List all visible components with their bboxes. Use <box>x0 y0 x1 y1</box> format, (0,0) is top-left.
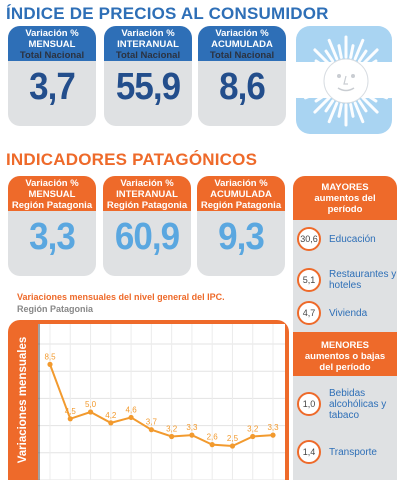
data-label: 3,3 <box>267 423 279 432</box>
national-card-header: Variación % INTERANUAL Total Nacional <box>104 26 192 61</box>
chart-title: Variaciones mensuales del nivel general … <box>17 292 225 302</box>
national-card-header: Variación % MENSUAL Total Nacional <box>8 26 96 61</box>
data-label: 3,3 <box>186 423 198 432</box>
chart-plot-area: 8,5 4,5 5,0 4,2 4,6 3,7 3,2 3,3 2,6 2,5 3,2 3,3 <box>38 324 285 480</box>
value-circle: 4,7 <box>297 301 321 325</box>
patagonia-card-header: Variación % ACUMULADA Región Patagonia <box>197 176 285 211</box>
national-card-2: Variación % ACUMULADA Total Nacional 8,6 <box>198 26 286 126</box>
data-point <box>47 361 53 367</box>
chart-subtitle: Región Patagonia <box>17 304 94 314</box>
data-point <box>128 414 134 421</box>
chart-ylabel: Variaciones mensuales <box>17 336 29 464</box>
menores-header: MENORES aumentos o bajas del período <box>293 332 397 376</box>
national-card-0: Variación % MENSUAL Total Nacional 3,7 <box>8 26 96 126</box>
value-circle: 30,6 <box>297 227 321 251</box>
item-label: Bebidas alcohólicas y tabaco <box>329 387 387 421</box>
national-card-value: 8,6 <box>219 66 266 108</box>
value-circle: 1,0 <box>297 392 321 416</box>
data-point <box>108 420 114 426</box>
data-point <box>67 416 73 422</box>
data-label: 3,2 <box>247 424 259 433</box>
data-point <box>169 433 175 440</box>
value-circle: 1,4 <box>297 440 321 464</box>
national-card-value: 55,9 <box>115 66 181 108</box>
data-label: 4,6 <box>126 405 138 414</box>
patagonia-card-value: 60,9 <box>114 216 180 258</box>
sun-icon <box>300 35 392 127</box>
data-label: 5,0 <box>85 400 97 409</box>
data-point <box>87 409 94 415</box>
item-label: Vivienda <box>329 307 368 319</box>
national-card-1: Variación % INTERANUAL Total Nacional 55,9 <box>104 26 192 126</box>
mayores-header: MAYORES aumentos del período <box>293 176 397 220</box>
data-label: 2,6 <box>207 433 219 442</box>
national-card-value: 3,7 <box>29 66 76 108</box>
patagonia-card-value: 9,3 <box>218 216 265 258</box>
patagonia-card-header: Variación % MENSUAL Región Patagonia <box>8 176 96 211</box>
item-label: Transporte <box>329 446 377 458</box>
item-label: Educación <box>329 233 376 245</box>
data-point <box>148 427 154 433</box>
data-point <box>209 442 215 448</box>
national-card-header: Variación % ACUMULADA Total Nacional <box>198 26 286 61</box>
patagonia-card-header: Variación % INTERANUAL Región Patagonia <box>103 176 191 211</box>
ipc-title: ÍNDICE DE PRECIOS AL CONSUMIDOR <box>6 4 329 23</box>
patagonia-title: INDICADORES PATAGÓNICOS <box>6 150 258 169</box>
patagonia-card-value: 3,3 <box>29 216 76 258</box>
item-label: Restaurantes y hoteles <box>329 269 397 291</box>
series-line <box>49 364 274 448</box>
sidebar-panel: MAYORES aumentos del período 30,6 Educaci… <box>293 176 397 480</box>
value-circle: 5,1 <box>297 268 321 292</box>
data-point <box>250 433 256 440</box>
data-point <box>189 432 195 438</box>
data-label: 3,7 <box>146 418 158 427</box>
patagonia-card-0: Variación % MENSUAL Región Patagonia 3,3 <box>8 176 96 276</box>
data-label: 8,5 <box>44 352 56 361</box>
patagonia-card-2: Variación % ACUMULADA Región Patagonia 9,3 <box>197 176 285 276</box>
sun-of-may-flag <box>296 26 392 134</box>
data-label: 4,5 <box>65 407 77 416</box>
data-label: 3,2 <box>166 424 178 433</box>
ipc-line-chart: 8,5 4,5 5,0 4,2 4,6 3,7 3,2 3,3 2,6 2,5 3,2 3,3 <box>38 324 285 480</box>
data-point <box>270 432 276 438</box>
data-label: 2,5 <box>227 434 239 443</box>
data-point <box>229 443 236 449</box>
patagonia-card-1: Variación % INTERANUAL Región Patagonia 60,… <box>103 176 191 276</box>
data-label: 4,2 <box>105 411 117 420</box>
